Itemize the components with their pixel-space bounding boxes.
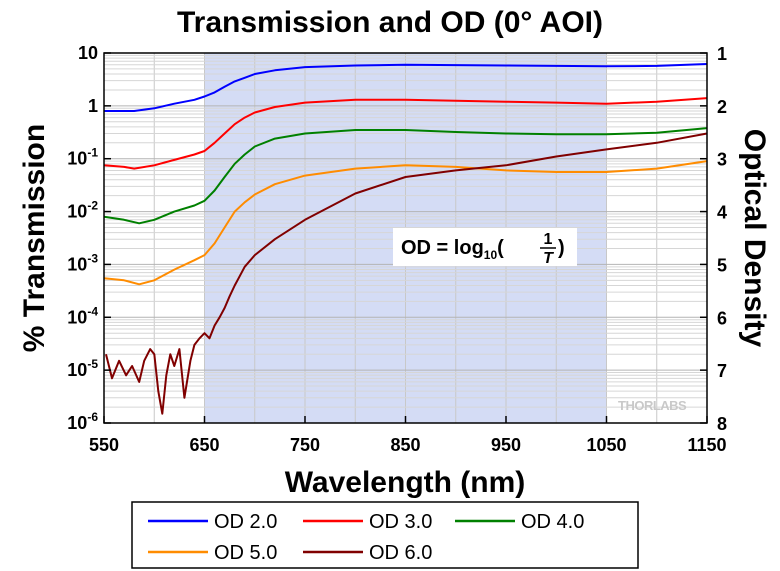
legend-label: OD 6.0 <box>369 542 432 564</box>
y-right-tick-label: 6 <box>717 308 727 328</box>
svg-text:OD = log10(: OD = log10( <box>401 237 504 262</box>
x-tick-label: 550 <box>89 435 119 455</box>
legend-label: OD 4.0 <box>521 511 584 533</box>
x-axis-label: Wavelength (nm) <box>285 466 526 499</box>
y-tick-label: 10-3 <box>67 251 98 274</box>
y-right-tick-label: 2 <box>717 97 727 117</box>
y-right-tick-label: 5 <box>717 255 727 275</box>
series-line-4 <box>103 160 708 286</box>
series-line-2 <box>103 97 708 170</box>
y-tick-labels: 10 1 10-1 10-2 10-3 10-4 10-5 10-6 <box>67 43 98 433</box>
tick-marks <box>103 52 708 424</box>
formula-numerator: 1 <box>544 231 553 248</box>
series-lines <box>103 63 708 415</box>
series-line-1 <box>104 63 708 112</box>
x-tick-label: 650 <box>189 435 219 455</box>
svg-text:): ) <box>558 237 565 259</box>
legend: OD 2.0 OD 3.0 OD 4.0 OD 5.0 OD 6.0 <box>131 501 639 569</box>
formula-subscript: 10 <box>484 248 498 262</box>
y-right-axis-label: Optical Density <box>738 129 771 348</box>
legend-label: OD 2.0 <box>214 511 277 533</box>
y-right-tick-label: 7 <box>717 361 727 381</box>
formula-prefix: OD = log <box>401 237 484 259</box>
chart-title: Transmission and OD (0° AOI) <box>177 6 603 39</box>
y-axis-label: % Transmission <box>18 124 51 352</box>
y-tick-label: 10-2 <box>67 199 98 222</box>
y-right-tick-label: 8 <box>717 414 727 434</box>
x-tick-label: 850 <box>390 435 420 455</box>
y-tick-label: 1 <box>88 96 98 116</box>
x-tick-label: 950 <box>491 435 521 455</box>
y-right-tick-label: 3 <box>717 150 727 170</box>
thorlabs-watermark: THORLABS <box>618 398 687 413</box>
y-tick-label: 10 <box>78 43 98 63</box>
y-tick-label: 10-6 <box>67 410 98 433</box>
od-formula-box: OD = log10( 1 T ) <box>393 228 577 267</box>
legend-label: OD 3.0 <box>369 511 432 533</box>
y-tick-label: 10-1 <box>67 146 98 169</box>
x-tick-label: 1150 <box>687 435 726 455</box>
y-right-tick-label: 4 <box>717 203 727 223</box>
y-right-tick-label: 1 <box>717 44 727 64</box>
series-line-5 <box>105 132 708 415</box>
gridlines <box>104 53 707 423</box>
legend-label: OD 5.0 <box>214 542 277 564</box>
y-tick-label: 10-4 <box>67 304 98 327</box>
x-tick-labels: 550 650 750 850 950 1050 1150 <box>89 435 727 455</box>
x-tick-label: 1050 <box>586 435 626 455</box>
x-tick-label: 750 <box>290 435 320 455</box>
y-tick-label: 10-5 <box>67 357 98 380</box>
formula-denominator: T <box>543 250 554 267</box>
series-line-3 <box>103 127 708 225</box>
y-right-tick-labels: 1 2 3 4 5 6 7 8 <box>717 44 727 434</box>
